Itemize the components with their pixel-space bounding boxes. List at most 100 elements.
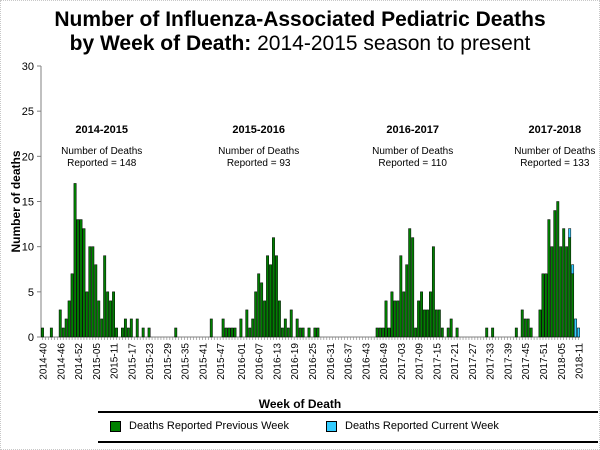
bar-previous — [283, 318, 287, 338]
legend-item-previous: Deaths Reported Previous Week — [110, 420, 289, 432]
legend-item-current: Deaths Reported Current Week — [326, 420, 499, 432]
bar-previous — [553, 210, 557, 338]
x-tick-label: 2015-29 — [163, 343, 174, 380]
bar-previous — [245, 309, 249, 338]
chart-subtitle-bold: by Week of Death: — [69, 32, 252, 55]
bar-previous — [224, 327, 228, 338]
bar-previous — [233, 327, 237, 338]
bar-previous — [115, 327, 118, 338]
x-tick-label: 2017-27 — [468, 343, 479, 380]
bar-previous — [390, 291, 394, 338]
x-tick-label: 2016-13 — [272, 343, 283, 380]
x-tick-label: 2016-01 — [237, 343, 248, 380]
season-annotation-line1: Number of Deaths — [514, 146, 595, 157]
bar-previous — [97, 300, 101, 338]
bar-previous — [420, 291, 423, 338]
bar-current — [574, 318, 577, 338]
bar-previous — [239, 318, 243, 338]
bar-previous — [263, 300, 267, 338]
bar-previous — [254, 291, 258, 338]
bar-previous — [565, 246, 569, 338]
bar-previous — [429, 291, 432, 338]
x-tick-label: 2015-05 — [92, 343, 103, 380]
season-annotation-line2: Reported = 148 — [67, 158, 137, 169]
x-tick-label: 2017-51 — [539, 343, 550, 380]
x-tick-label: 2016-07 — [255, 343, 266, 380]
bar-previous — [568, 237, 572, 338]
legend: Deaths Reported Previous Week Deaths Rep… — [98, 411, 598, 443]
bar-previous — [174, 327, 178, 338]
bar-previous — [73, 183, 77, 338]
bar-previous — [411, 237, 415, 338]
season-label: 2015-2016 — [232, 124, 285, 136]
x-tick-label: 2018-11 — [575, 343, 586, 379]
bar-previous — [103, 255, 107, 338]
bar-previous — [399, 255, 403, 338]
y-tick-label: 0 — [28, 332, 34, 344]
bar-previous — [520, 309, 524, 338]
season-annotation-line2: Reported = 133 — [520, 158, 590, 169]
bar-previous — [67, 300, 71, 338]
bar-previous — [541, 273, 545, 338]
x-axis-label: Week of Death — [259, 397, 341, 411]
chart-subtitle-rest: 2014-2015 season to present — [251, 32, 531, 55]
x-tick-label: 2014-46 — [56, 343, 67, 380]
x-tick-label: 2017-45 — [521, 343, 532, 380]
legend-swatch-previous — [110, 420, 121, 432]
season-annotation-line2: Reported = 110 — [378, 158, 447, 169]
bar-previous — [307, 327, 311, 338]
bar-previous — [266, 255, 269, 338]
bar-previous — [405, 264, 409, 338]
bar-previous — [375, 327, 379, 338]
x-tick-label: 2017-03 — [397, 343, 408, 380]
x-tick-label: 2015-11 — [110, 343, 121, 379]
bar-previous — [446, 327, 450, 338]
bar-previous — [129, 318, 133, 338]
bar-previous — [126, 327, 130, 338]
bar-previous — [135, 318, 139, 338]
bar-previous — [272, 237, 275, 338]
bar-previous — [58, 309, 62, 338]
bar-previous — [277, 300, 281, 338]
x-tick-label: 2016-19 — [290, 343, 301, 380]
bar-previous — [289, 309, 293, 338]
bar-previous — [550, 246, 554, 338]
bar-previous — [523, 318, 527, 338]
bar-previous — [248, 327, 252, 338]
y-tick-label: 10 — [22, 242, 34, 254]
chart-title: Number of Influenza-Associated Pediatric… — [54, 8, 546, 31]
x-tick-label: 2017-09 — [415, 343, 426, 380]
bar-previous — [529, 327, 533, 338]
x-tick-label: 2015-17 — [127, 343, 138, 380]
bar-previous — [408, 228, 412, 338]
x-tick-label: 2018-05 — [557, 343, 568, 380]
bar-previous — [544, 273, 548, 338]
x-tick-label: 2015-35 — [181, 343, 192, 380]
x-tick-label: 2016-25 — [308, 343, 319, 380]
season-label: 2016-2017 — [386, 124, 439, 136]
bar-previous — [434, 309, 438, 338]
y-tick-label: 30 — [22, 61, 34, 73]
bar-previous — [49, 327, 53, 338]
x-tick-label: 2017-33 — [486, 343, 497, 380]
bar-previous — [559, 246, 563, 338]
bar-previous — [251, 318, 255, 338]
bar-previous — [298, 327, 302, 338]
bar-previous — [423, 309, 426, 338]
legend-swatch-current — [326, 420, 337, 432]
season-annotation-line1: Number of Deaths — [372, 146, 453, 157]
bar-previous — [414, 327, 418, 338]
bar-previous — [257, 273, 261, 338]
bar-previous — [396, 300, 400, 338]
bar-previous — [514, 327, 518, 338]
y-tick-label: 5 — [28, 287, 34, 299]
x-tick-label: 2017-21 — [450, 343, 461, 380]
bar-previous — [431, 246, 435, 338]
bar-previous — [384, 300, 388, 338]
season-annotation-line1: Number of Deaths — [61, 146, 142, 157]
bar-previous — [91, 246, 95, 338]
bar-previous — [94, 264, 98, 338]
bar-previous — [449, 318, 453, 338]
x-tick-label: 2016-49 — [379, 343, 390, 380]
